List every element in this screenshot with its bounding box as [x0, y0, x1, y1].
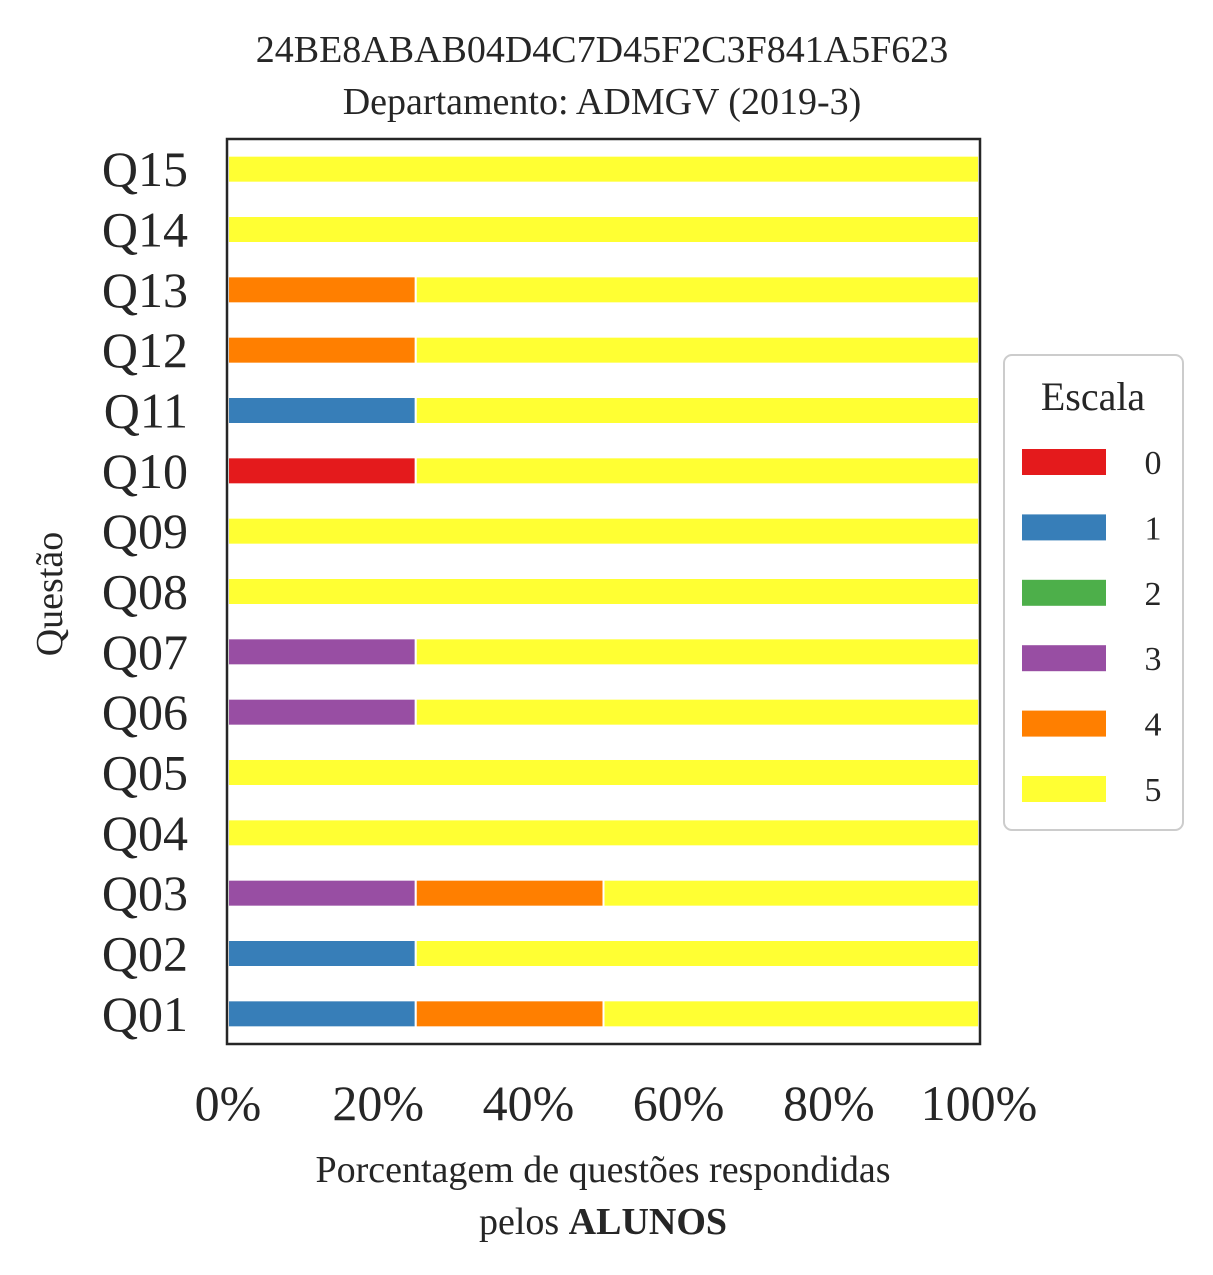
chart-title-line-1: 24BE8ABAB04D4C7D45F2C3F841A5F623: [256, 29, 949, 71]
legend: Escala 0 1 2 3 4 5: [1003, 354, 1184, 831]
legend-swatch-4: [1022, 710, 1106, 737]
bar-q01-scale-5: [602, 999, 980, 1029]
bar-q15-scale-5: [227, 154, 980, 184]
bars-layer: [227, 154, 980, 1029]
bar-q10-scale-0: [227, 456, 417, 486]
bar-q03-scale-3: [227, 878, 417, 908]
legend-swatch-0: [1022, 449, 1106, 475]
x-axis-label-line-2: pelos ALUNOS: [479, 1201, 727, 1243]
y-tick-label-q01: Q01: [102, 986, 188, 1042]
legend-label-2: 2: [1145, 576, 1162, 613]
y-tick-label-q13: Q13: [102, 262, 188, 318]
y-tick-label-q09: Q09: [102, 503, 188, 559]
x-tick-label-100: 100%: [921, 1075, 1038, 1131]
bar-q11-scale-5: [414, 396, 980, 425]
bar-q14-scale-5: [227, 215, 980, 244]
legend-swatch-3: [1022, 645, 1106, 672]
bar-q11-scale-1: [227, 396, 417, 425]
x-tick-labels: 0% 20% 40% 60% 80% 100%: [195, 1075, 1038, 1131]
legend-label-3: 3: [1145, 641, 1162, 678]
y-tick-label-q15: Q15: [102, 141, 188, 197]
bar-q08-scale-5: [227, 577, 980, 606]
y-tick-label-q03: Q03: [102, 865, 188, 921]
bar-q13-scale-4: [227, 275, 417, 305]
bar-q02-scale-5: [414, 939, 980, 968]
bar-q09-scale-5: [227, 516, 980, 546]
bar-q02-scale-1: [227, 939, 417, 968]
y-tick-label-q02: Q02: [102, 926, 188, 982]
plot-frame: [225, 137, 982, 1046]
bar-q07-scale-5: [414, 637, 980, 667]
legend-entries: 0 1 2 3 4 5: [1022, 445, 1162, 809]
bar-q04-scale-5: [227, 818, 980, 848]
x-tick-label-80: 80%: [783, 1075, 875, 1131]
legend-swatch-2: [1022, 579, 1106, 606]
legend-label-0: 0: [1145, 445, 1162, 482]
legend-swatch-1: [1022, 514, 1106, 541]
y-tick-labels: Q01Q02Q03Q04Q05Q06Q07Q08Q09Q10Q11Q12Q13Q…: [102, 141, 188, 1042]
bar-q06-scale-3: [227, 697, 417, 727]
bar-q13-scale-5: [414, 275, 980, 305]
bar-q06-scale-5: [414, 697, 980, 727]
legend-label-4: 4: [1145, 707, 1162, 744]
chart-title-line-2: Departamento: ADMGV (2019-3): [343, 81, 862, 123]
x-tick-label-0: 0%: [195, 1075, 262, 1131]
y-tick-label-q12: Q12: [102, 322, 188, 378]
bar-q07-scale-3: [227, 637, 417, 667]
x-tick-label-60: 60%: [633, 1075, 725, 1131]
y-tick-label-q04: Q04: [102, 805, 188, 861]
legend-label-1: 1: [1145, 510, 1162, 547]
bar-q01-scale-1: [227, 999, 417, 1029]
y-tick-label-q10: Q10: [102, 443, 188, 499]
y-tick-label-q07: Q07: [102, 624, 188, 680]
y-tick-label-q08: Q08: [102, 564, 188, 620]
legend-title: Escala: [1041, 374, 1146, 419]
bar-q12-scale-4: [227, 335, 417, 365]
y-tick-label-q11: Q11: [104, 383, 188, 439]
y-tick-label-q05: Q05: [102, 745, 188, 801]
bar-q12-scale-5: [414, 335, 980, 365]
legend-swatch-5: [1022, 776, 1106, 802]
bar-q03-scale-4: [414, 878, 605, 908]
x-tick-label-40: 40%: [483, 1075, 575, 1131]
bar-q01-scale-4: [414, 999, 605, 1029]
legend-label-5: 5: [1145, 772, 1162, 809]
x-axis-label-prefix: pelos: [479, 1201, 569, 1243]
x-tick-label-20: 20%: [332, 1075, 424, 1131]
x-axis-label-line-1: Porcentagem de questões respondidas: [315, 1149, 890, 1191]
x-axis-label-bold: ALUNOS: [569, 1201, 727, 1243]
bar-q03-scale-5: [602, 878, 980, 908]
y-tick-label-q06: Q06: [102, 684, 188, 740]
bar-q05-scale-5: [227, 758, 980, 787]
y-axis-label: Questão: [29, 532, 71, 657]
bar-q10-scale-5: [414, 456, 980, 486]
y-tick-label-q14: Q14: [102, 202, 188, 258]
